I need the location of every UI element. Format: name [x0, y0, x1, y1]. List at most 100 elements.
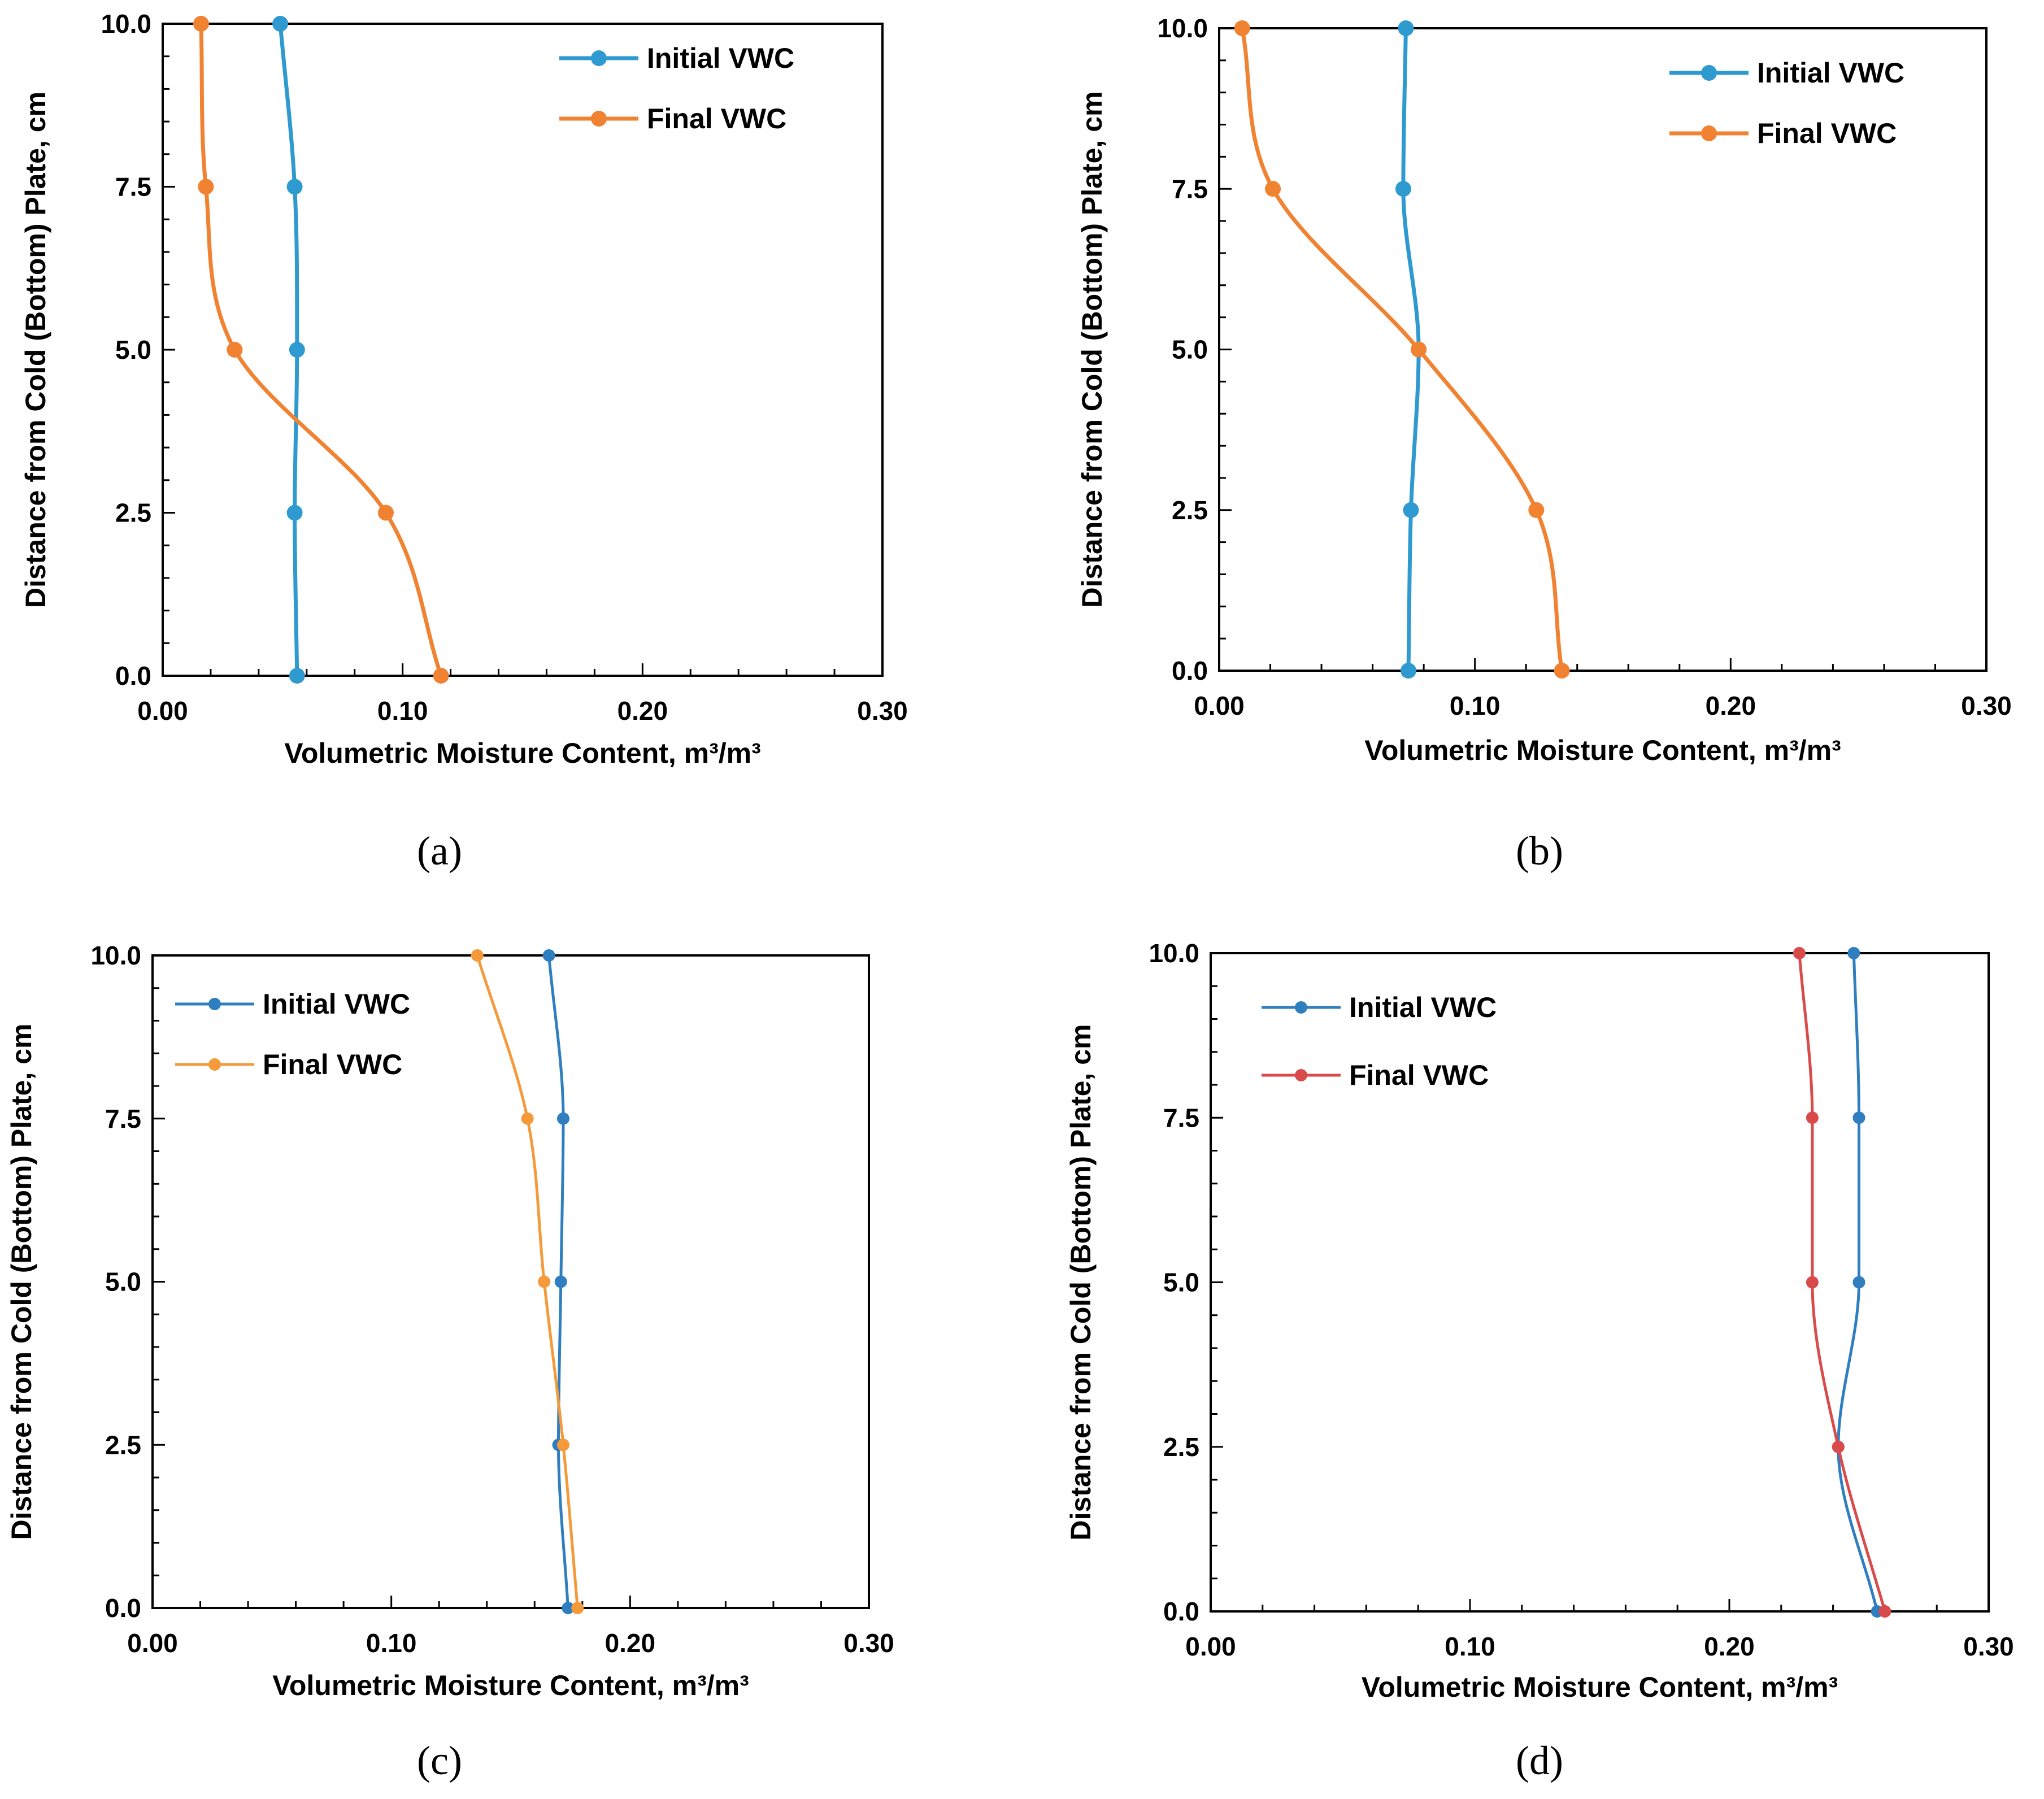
panel-caption: (c): [417, 1738, 462, 1783]
y-tick-label: 2.5: [1163, 1432, 1199, 1462]
series-final-vwc: [471, 949, 584, 1614]
data-point: [377, 505, 394, 521]
legend-swatch-marker: [1295, 1001, 1307, 1014]
data-point: [1411, 341, 1427, 358]
data-point: [556, 1439, 569, 1452]
legend-swatch-marker: [208, 998, 221, 1010]
x-axis-title: Volumetric Moisture Content, m³/m³: [284, 737, 761, 769]
legend-label: Final VWC: [1349, 1059, 1489, 1091]
legend-label: Initial VWC: [1349, 992, 1497, 1023]
x-tick-label: 0.00: [1194, 691, 1245, 720]
y-tick-label: 0.0: [1163, 1597, 1199, 1626]
legend-label: Final VWC: [647, 103, 786, 134]
chart-panel-b: 0.00 0.10 0.20 0.30 0.0 2.5 5.0 7.5 10.0 Volumetr…: [1076, 14, 2012, 874]
x-tick-label: 0.00: [137, 696, 188, 725]
data-point: [1806, 1111, 1819, 1124]
data-point: [1400, 663, 1416, 679]
x-tick-label: 0.30: [1961, 691, 2012, 720]
data-point: [1852, 1111, 1865, 1124]
legend-swatch-marker: [1701, 125, 1717, 141]
x-tick-label: 0.10: [377, 696, 428, 725]
y-tick-label: 5.0: [1163, 1268, 1199, 1297]
series-final-vwc: [193, 16, 449, 684]
panel-caption: (b): [1516, 828, 1563, 874]
legend: Initial VWC Final VWC: [1669, 57, 1904, 149]
data-point: [1395, 181, 1411, 197]
x-axis-title: Volumetric Moisture Content, m³/m³: [1362, 1671, 1838, 1703]
data-point: [433, 668, 449, 684]
plot-area-frame: [1210, 952, 1990, 1613]
y-tick-label: 7.5: [115, 172, 151, 202]
y-tick-label: 10.0: [101, 9, 151, 38]
legend-swatch-marker: [1295, 1069, 1307, 1081]
data-point: [1847, 947, 1860, 959]
y-axis-title: Distance from Cold (Bottom) Plate, cm: [1076, 92, 1108, 608]
x-tick-label: 0.20: [1706, 691, 1756, 720]
y-axis-title: Distance from Cold (Bottom) Plate, cm: [20, 92, 51, 608]
panel-caption: (d): [1516, 1738, 1563, 1783]
legend: Initial VWC Final VWC: [175, 988, 410, 1080]
y-tick-label: 10.0: [1157, 14, 1208, 43]
x-axis-title: Volumetric Moisture Content, m³/m³: [1364, 735, 1841, 766]
y-tick-label: 2.5: [115, 498, 151, 528]
legend-label: Initial VWC: [647, 42, 794, 74]
y-tick-label: 5.0: [1172, 335, 1208, 364]
data-point: [1403, 502, 1419, 518]
y-axis-title: Distance from Cold (Bottom) Plate, cm: [1065, 1024, 1097, 1541]
y-tick-label: 2.5: [1172, 496, 1208, 525]
x-tick-label: 0.20: [1704, 1632, 1755, 1661]
x-tick-label: 0.10: [1445, 1632, 1495, 1661]
series-final-vwc: [1234, 20, 1570, 679]
data-point: [554, 1275, 567, 1288]
data-point: [289, 668, 305, 684]
data-point: [1793, 947, 1806, 959]
x-tick-label: 0.30: [843, 1628, 894, 1658]
x-tick-label: 0.30: [1963, 1632, 2014, 1661]
chart-panel-c: 0.00 0.10 0.20 0.30 0.0 2.5 5.0 7.5 10.0 Volumetr…: [6, 941, 894, 1783]
data-point: [1398, 20, 1414, 36]
legend: Initial VWC Final VWC: [559, 42, 794, 134]
x-tick-label: 0.00: [127, 1628, 178, 1658]
x-tick-label: 0.30: [857, 696, 908, 725]
data-point: [562, 1602, 575, 1614]
data-point: [471, 949, 484, 962]
x-tick-label: 0.20: [605, 1628, 656, 1658]
x-tick-label: 0.00: [1185, 1632, 1236, 1661]
legend-label: Final VWC: [263, 1049, 402, 1080]
data-point: [198, 179, 214, 195]
data-point: [1554, 663, 1570, 679]
data-point: [1528, 502, 1545, 518]
series-initial-vwc: [272, 16, 305, 684]
series-initial-vwc: [542, 949, 575, 1614]
data-point: [571, 1602, 584, 1614]
data-point: [193, 16, 209, 32]
data-point: [1806, 1276, 1819, 1289]
y-tick-label: 7.5: [105, 1104, 141, 1133]
data-point: [272, 16, 289, 32]
y-tick-label: 5.0: [105, 1267, 141, 1297]
y-tick-label: 0.0: [1172, 656, 1208, 685]
legend-swatch-marker: [591, 111, 607, 127]
data-point: [286, 505, 303, 521]
data-point: [1878, 1605, 1891, 1618]
data-point: [556, 1112, 569, 1125]
chart-panel-a: 0.00 0.10 0.20 0.30 0.0 2.5 5.0 7.5 10.0 Volumetr…: [20, 9, 908, 874]
y-tick-label: 0.0: [115, 661, 151, 690]
legend-swatch-marker: [208, 1058, 221, 1071]
legend-label: Initial VWC: [263, 988, 410, 1020]
x-tick-label: 0.10: [366, 1628, 417, 1658]
y-tick-label: 0.0: [105, 1593, 141, 1623]
legend-label: Final VWC: [1757, 118, 1897, 149]
data-point: [289, 342, 305, 358]
legend-swatch-marker: [1701, 65, 1717, 81]
data-point: [1234, 20, 1250, 36]
data-point: [227, 342, 243, 358]
x-tick-label: 0.20: [617, 696, 668, 725]
y-tick-label: 2.5: [105, 1430, 141, 1459]
data-point: [286, 179, 303, 195]
y-tick-label: 7.5: [1172, 174, 1208, 203]
legend-swatch-marker: [591, 50, 607, 66]
chart-panel-d: 0.00 0.10 0.20 0.30 0.0 2.5 5.0 7.5 10.0 Volumetr…: [1065, 938, 2014, 1783]
panel-caption: (a): [417, 828, 462, 874]
